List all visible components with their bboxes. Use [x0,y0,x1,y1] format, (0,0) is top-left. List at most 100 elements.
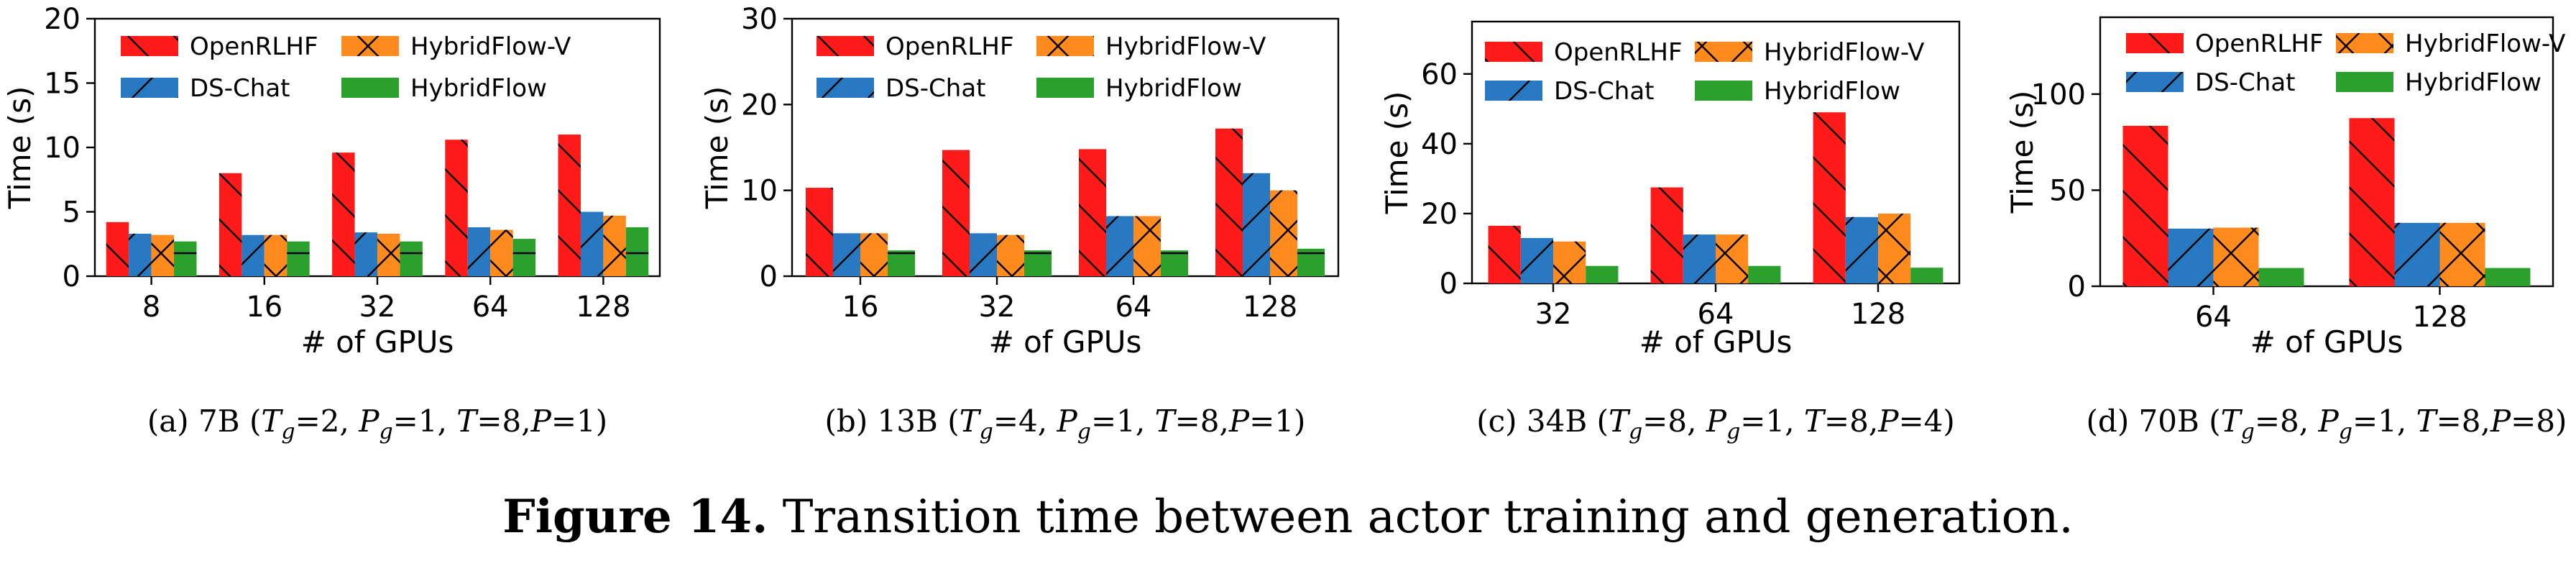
y-axis-title: Time (s) [2,86,37,210]
legend-swatch-hatch-ds-chat [816,78,874,98]
x-axis-title: # of GPUs [2250,324,2404,360]
bar-hatch-hybridflow-v [1878,213,1911,283]
bar-hatch-ds-chat [2394,222,2440,286]
figure-caption-text: Transition time between actor training a… [768,491,2073,544]
bar-hatch-ds-chat [580,211,604,276]
legend-swatch-hatch-hybridflow-v [2336,33,2393,53]
x-tick-label: 128 [1851,298,1905,331]
bar-hatch-hybridflow-v [1133,216,1161,276]
legend-label-hybridflow: HybridFlow [410,74,547,103]
bar-hatch-hybridflow-v [997,234,1024,276]
axes-frame [2099,16,2554,288]
bar-hatch-openrlhf [445,140,468,276]
bar-hatch-openrlhf [2122,125,2168,286]
bar-hatch-hybridflow-v [490,229,513,276]
legend-label-hybridflow-v: HybridFlow-V [410,32,571,61]
x-axis-title: # of GPUs [301,324,454,360]
bar-hatch-hybridflow [287,241,310,276]
y-tick-label: 10 [44,132,80,165]
y-tick-label: 0 [760,260,778,293]
y-tick-label: 20 [741,88,778,122]
bar-hatch-ds-chat [1683,234,1716,283]
bar-hatch-hybridflow-v [1553,241,1586,283]
panel-subcaption: (c) 34B (Tg=8, Pg=1, T=8,P=4) [1476,403,1955,444]
y-tick-label: 50 [2049,174,2086,207]
figure-caption: Figure 14. Transition time between actor… [502,490,2073,544]
y-tick-label: 20 [1421,198,1458,231]
y-tick-label: 10 [741,175,778,208]
legend-label-openrlhf: OpenRLHF [1554,38,1683,67]
bar-hatch-openrlhf [332,152,355,276]
bar-hatch-hybridflow-v [2213,227,2259,286]
y-tick-label: 5 [63,196,80,229]
bar-hatch-openrlhf [218,173,242,276]
chart-panel-2: 0 10 20 30 16 32 64 128 # of GPUs Time (s) OpenRLH… [699,3,1340,444]
bar-hatch-hybridflow [1586,265,1619,283]
bar-hatch-hybridflow-v [860,233,888,276]
legend-swatch-hatch-hybridflow [2336,72,2393,92]
y-axis-title: Time (s) [699,86,735,210]
bar-hatch-ds-chat [2168,228,2214,286]
legend-swatch-hatch-openrlhf [1485,42,1542,62]
x-tick-label: 128 [2412,301,2467,334]
bar-hatch-hybridflow [174,241,197,276]
bar-hatch-ds-chat [1845,216,1878,283]
bar-hatch-hybridflow [1161,250,1188,276]
legend-label-hybridflow: HybridFlow [1764,77,1900,106]
legend-label-ds-chat: DS-Chat [190,74,290,103]
legend-swatch-hatch-ds-chat [121,78,178,98]
bar-hatch-ds-chat [129,233,152,276]
panel-subcaption: (d) 70B (Tg=8, Pg=1, T=8,P=8) [2087,403,2567,444]
bar-hatch-openrlhf [806,188,833,276]
bar-hatch-ds-chat [1106,216,1133,276]
bar-hatch-ds-chat [354,232,377,276]
legend-swatch-hatch-hybridflow [1695,81,1752,101]
legend-swatch-hatch-openrlhf [816,36,874,56]
legend-label-hybridflow-v: HybridFlow-V [1764,38,1924,67]
x-axis-title: # of GPUs [989,324,1142,360]
bar-hatch-openrlhf [1650,187,1683,283]
bar-hatch-openrlhf [2349,118,2395,286]
bar-hatch-hybridflow [2258,268,2304,286]
panel-subcaption: (b) 13B (Tg=4, Pg=1, T=8,P=1) [825,403,1306,444]
bar-hatch-hybridflow [625,227,649,276]
legend-label-ds-chat: DS-Chat [1554,77,1655,106]
x-tick-label: 8 [142,291,160,324]
y-tick-label: 15 [44,68,80,101]
legend-swatch-hatch-openrlhf [121,36,178,56]
bar-hatch-openrlhf [1079,149,1106,276]
x-tick-label: 32 [359,291,396,324]
legend-swatch-hatch-hybridflow-v [1695,42,1752,62]
bar-hatch-hybridflow [1297,248,1325,276]
bar-hatch-ds-chat [833,233,860,276]
bar-hatch-openrlhf [1215,128,1243,276]
bar-hatch-hybridflow-v [1270,190,1297,276]
bar-hatch-hybridflow [1910,268,1944,283]
axes-frame [791,17,1340,278]
legend-swatch-hatch-hybridflow [1036,78,1094,98]
bar-hatch-ds-chat [1520,237,1553,283]
y-tick-label: 0 [1440,268,1458,301]
legend-swatch-hatch-ds-chat [2126,72,2184,92]
legend-swatch-hatch-hybridflow-v [1036,36,1094,56]
bar-hatch-openrlhf [1813,112,1846,283]
chart-panel-3: 0 20 40 60 32 64 128 # of GPUs Time (s) OpenRLHF H… [1379,20,1961,444]
y-tick-label: 0 [2068,270,2086,304]
legend-label-hybridflow: HybridFlow [1105,74,1242,103]
x-axis-title: # of GPUs [1639,324,1793,360]
legend-swatch-hatch-ds-chat [1485,81,1542,101]
y-tick-label: 30 [741,3,778,36]
bar-hatch-hybridflow-v [151,234,175,276]
panel-subcaption: (a) 7B (Tg=2, Pg=1, T=8,P=1) [147,403,607,444]
legend-swatch-hatch-hybridflow [341,78,399,98]
bar-hatch-hybridflow-v [377,233,400,276]
chart-panel-4: 0 50 100 64 128# of GPUs Time (s) OpenRLHF Hybr… [2005,16,2567,444]
bar-hatch-hybridflow-v [264,234,288,276]
y-tick-label: 40 [1421,128,1458,161]
bar-hatch-ds-chat [467,227,491,276]
x-tick-label: 32 [1535,298,1572,331]
x-tick-label: 16 [246,291,282,324]
figure-caption-label: Figure 14. [502,490,768,544]
x-tick-label: 128 [576,291,630,324]
legend-label-openrlhf: OpenRLHF [2195,29,2324,58]
